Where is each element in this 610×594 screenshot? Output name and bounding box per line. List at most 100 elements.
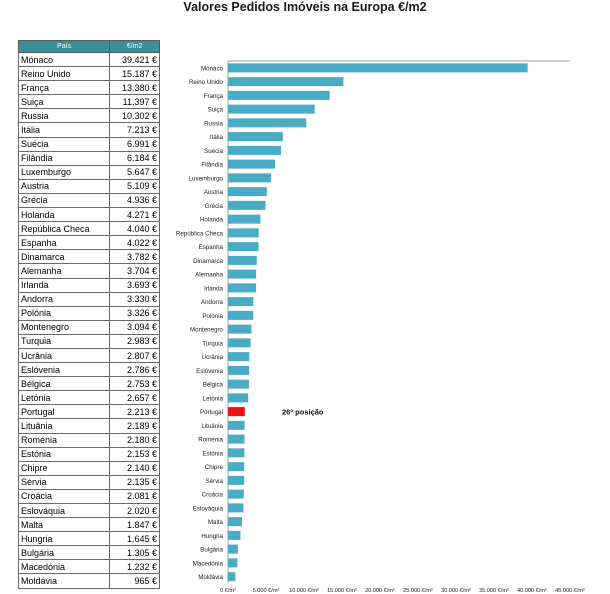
table-cell-country: Bulgária: [17, 545, 111, 561]
table-cell-value: 4.040 €: [109, 221, 160, 237]
table-cell-country: Malta: [17, 517, 111, 533]
category-label-27: Roménia: [198, 437, 223, 444]
bar-29: [228, 462, 245, 472]
table-cell-value: 2.657 €: [109, 390, 160, 406]
category-label-17: Andorra: [201, 299, 224, 306]
bar-30: [228, 475, 245, 485]
page-title: Valores Pedidos Imóveis na Europa €/m2: [183, 0, 427, 14]
table-row: Eslováquia 2.020 €: [17, 502, 160, 519]
table-cell-country: Reino Unido: [17, 66, 111, 82]
bar-0: [228, 63, 528, 73]
bar-28: [228, 448, 245, 458]
category-label-34: Hungria: [201, 533, 223, 540]
bar-17: [228, 297, 254, 307]
table-row: Hungria 1.645 €: [17, 531, 160, 547]
table-cell-value: 965 €: [109, 573, 160, 589]
bar-1: [228, 77, 344, 87]
bar-11: [228, 214, 261, 224]
bar-14: [228, 255, 257, 265]
bar-37: [228, 572, 236, 582]
column-header-value: €/m2: [109, 40, 160, 53]
category-label-4: Russia: [204, 120, 223, 127]
table-cell-value: 1.232 €: [109, 559, 160, 575]
category-label-16: Irlanda: [204, 285, 223, 292]
bar-9: [228, 187, 267, 197]
bar-12: [228, 228, 259, 238]
table-cell-value: 2.020 €: [109, 502, 160, 519]
table-cell-country: Moldávia: [17, 573, 111, 589]
category-label-22: Eslóvenia: [196, 368, 223, 375]
table-row: Suécia 6.991 €: [17, 136, 160, 152]
table-row: Letónia 2.657 €: [17, 390, 160, 406]
x-tick-label-3: 15.000 €/m²: [327, 588, 357, 594]
table-cell-country: República Checa: [17, 221, 111, 237]
bar-2: [228, 90, 330, 100]
category-label-33: Malta: [208, 519, 224, 526]
bar-7: [228, 159, 275, 169]
table-row: Sérvia 2.135 €: [17, 474, 160, 490]
category-label-23: Bélgica: [203, 382, 224, 389]
table-cell-country: Hungria: [17, 531, 111, 547]
bar-33: [228, 517, 243, 527]
bar-36: [228, 558, 238, 568]
category-label-15: Alemanha: [195, 272, 223, 279]
x-tick-label-2: 10.000 €/m²: [289, 588, 319, 594]
table-row: Eslóvenia 2.786 €: [17, 362, 160, 378]
table-row: Malta 1.847 €: [17, 517, 160, 533]
table-cell-value: 10.302 €: [109, 108, 160, 124]
bar-18: [228, 310, 254, 320]
bar-15: [228, 269, 257, 279]
table-cell-country: Russia: [17, 108, 111, 124]
category-label-9: Austria: [204, 189, 224, 196]
table-cell-value: 1.305 €: [109, 545, 160, 561]
table-row: França 13.380 €: [17, 80, 160, 96]
category-label-30: Sérvia: [205, 478, 223, 485]
bar-8: [228, 173, 271, 183]
x-tick-label-0: 0 €/m²: [220, 588, 236, 594]
category-label-20: Turquia: [202, 340, 223, 347]
country-price-table: País €/m2 Mónaco 39.421 € Reino Unido 15.18…: [17, 40, 160, 589]
bar-4: [228, 118, 307, 128]
table-row: República Checa 4.040 €: [17, 221, 160, 237]
x-tick-label-4: 20.000 €/m²: [365, 588, 395, 594]
x-tick-label-6: 30.000 €/m²: [441, 588, 471, 594]
category-label-0: Mónaco: [201, 65, 224, 72]
category-label-31: Croácia: [202, 492, 224, 499]
category-label-35: Bulgária: [200, 547, 223, 554]
bar-5: [228, 132, 283, 142]
table-row: Mónaco 39.421 €: [17, 51, 160, 68]
bar-26: [228, 420, 245, 430]
category-label-12: República Checa: [176, 230, 224, 237]
table-cell-value: 11.397 €: [109, 94, 160, 110]
category-label-32: Eslováquia: [193, 505, 224, 512]
highlight-annotation: 26º posição: [282, 408, 324, 417]
table-row: Portugal 2.213 €: [17, 404, 160, 420]
table-row: Reino Unido 15.187 €: [17, 66, 160, 82]
table-row: Filândia 6.184 €: [17, 150, 160, 166]
x-tick-label-5: 25.000 €/m²: [403, 588, 433, 594]
category-label-25: Portugal: [200, 409, 223, 416]
category-label-11: Holanda: [200, 217, 224, 224]
x-tick-label-9: 45.000 €/m²: [555, 588, 585, 594]
category-label-14: Dinamarca: [193, 258, 223, 265]
table-row: Macedónia 1.232 €: [17, 559, 160, 575]
table-row: Croácia 2.081 €: [17, 488, 160, 505]
category-label-18: Polónia: [202, 313, 223, 320]
table-cell-value: 1.847 €: [109, 517, 160, 533]
table-row: Montenegro 3.094 €: [17, 319, 160, 335]
category-label-13: Espanha: [199, 244, 224, 251]
bar-10: [228, 200, 266, 210]
x-tick-label-1: 5.000 €/m²: [253, 588, 280, 594]
x-tick-label-7: 35.000 €/m²: [479, 588, 509, 594]
table-cell-value: 39.421 €: [109, 51, 160, 68]
bar-3: [228, 104, 315, 114]
category-label-28: Estónia: [202, 450, 223, 457]
bar-25: [228, 407, 245, 417]
bar-32: [228, 503, 244, 513]
table-cell-country: Macedónia: [17, 559, 111, 575]
bar-23: [228, 379, 249, 389]
bar-27: [228, 434, 245, 444]
table-cell-value: 15.187 €: [109, 66, 160, 82]
category-label-21: Ucrânia: [202, 354, 224, 361]
table-cell-country: Suiça: [17, 94, 111, 110]
